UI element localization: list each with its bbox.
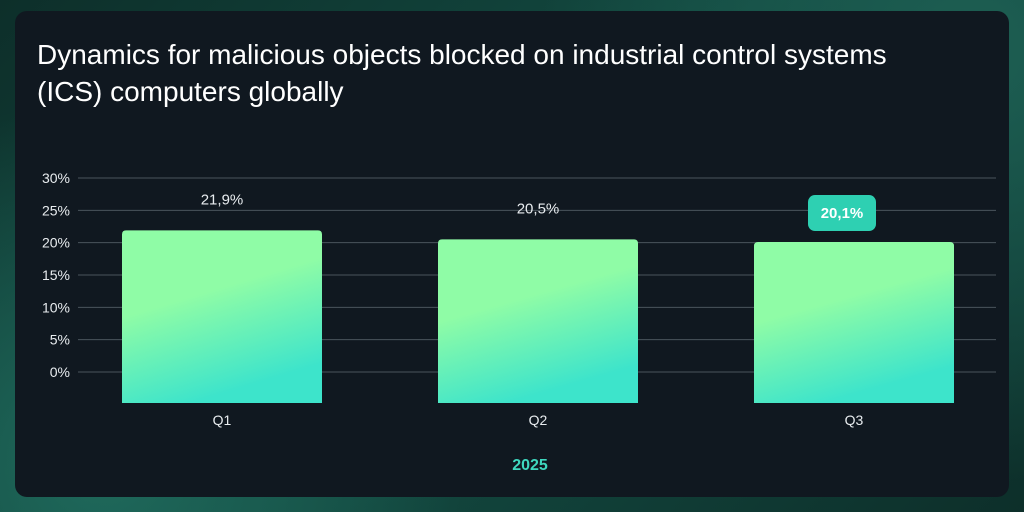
- bar-q2: [438, 239, 638, 403]
- y-tick-label: 30%: [42, 170, 70, 186]
- y-tick-label: 15%: [42, 267, 70, 283]
- bar-q3: [754, 242, 954, 403]
- bar-q1: [122, 230, 322, 403]
- x-tick-label: Q1: [213, 412, 232, 428]
- y-tick-label: 25%: [42, 202, 70, 218]
- chart-title: Dynamics for malicious objects blocked o…: [37, 39, 887, 107]
- x-axis-label: 2025: [512, 457, 548, 474]
- y-tick-label: 0%: [50, 364, 70, 380]
- y-tick-label: 10%: [42, 299, 70, 315]
- highlight-badge: [808, 195, 876, 232]
- y-tick-label: 5%: [50, 332, 70, 348]
- data-label: 21,9%: [201, 191, 244, 208]
- data-label: 20,5%: [517, 200, 560, 217]
- data-label: 20,1%: [821, 205, 864, 222]
- x-tick-label: Q3: [845, 412, 864, 428]
- y-tick-label: 20%: [42, 235, 70, 251]
- x-tick-label: Q2: [529, 412, 548, 428]
